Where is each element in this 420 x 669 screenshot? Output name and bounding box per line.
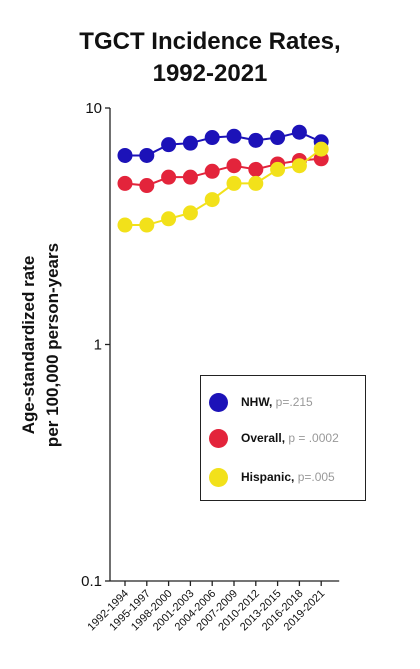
legend-swatch (209, 428, 228, 448)
data-point (248, 161, 264, 177)
series-layer (117, 124, 329, 233)
data-point (182, 135, 198, 151)
chart-title-line-2: 1992-2021 (152, 60, 268, 87)
legend-pvalue: p = .0002 (288, 431, 339, 445)
y-tick-label: 1 (94, 337, 102, 354)
series-hispanic (117, 141, 329, 233)
legend-pvalue: p=.005 (297, 470, 335, 484)
series-line (125, 131, 322, 157)
legend-series-name: Overall, (241, 431, 289, 445)
data-point (182, 205, 198, 221)
data-point (117, 175, 133, 191)
legend-series-name: Hispanic, (241, 470, 298, 484)
y-axis-label-line: per 100,000 person-years (43, 243, 62, 447)
data-point (204, 192, 220, 208)
data-point (204, 130, 220, 146)
legend: NHW, p=.215 Overall, p = .0002 Hispanic, p… (200, 375, 366, 501)
legend-item: NHW, p=.215 (209, 390, 313, 414)
data-point (226, 128, 242, 144)
y-axis-label: Age-standardized rate per 100,000 person-… (19, 243, 62, 447)
data-point (204, 163, 220, 179)
legend-swatch (209, 392, 228, 412)
data-point (291, 158, 307, 174)
data-point (161, 211, 177, 227)
chart-title: TGCT Incidence Rates, 1992-2021 (0, 26, 420, 90)
y-axis-label-line: Age-standardized rate (19, 256, 38, 435)
data-point (270, 161, 286, 177)
series-line (124, 157, 322, 187)
legend-item: Overall, p = .0002 (209, 426, 339, 450)
data-point (248, 132, 264, 148)
y-tick-label: 0.1 (81, 573, 102, 590)
data-point (161, 169, 177, 185)
legend-pvalue: p=.215 (275, 395, 313, 409)
data-point (117, 147, 133, 163)
data-point (139, 217, 155, 233)
data-point (291, 124, 307, 140)
legend-item: Hispanic, p=.005 (209, 465, 335, 489)
data-point (139, 147, 155, 163)
y-tick-label: 10 (85, 100, 102, 117)
data-point (182, 169, 198, 185)
data-point (226, 175, 242, 191)
series-line (125, 148, 322, 227)
data-point (313, 141, 329, 157)
series-nhw (117, 124, 329, 163)
data-point (226, 158, 242, 174)
chart-title-line-1: TGCT Incidence Rates, (79, 28, 341, 55)
legend-swatch (209, 467, 228, 487)
data-point (139, 178, 155, 194)
data-point (117, 217, 133, 233)
data-point (248, 175, 264, 191)
data-point (161, 137, 177, 153)
data-point (270, 130, 286, 146)
legend-series-name: NHW, (241, 395, 276, 409)
